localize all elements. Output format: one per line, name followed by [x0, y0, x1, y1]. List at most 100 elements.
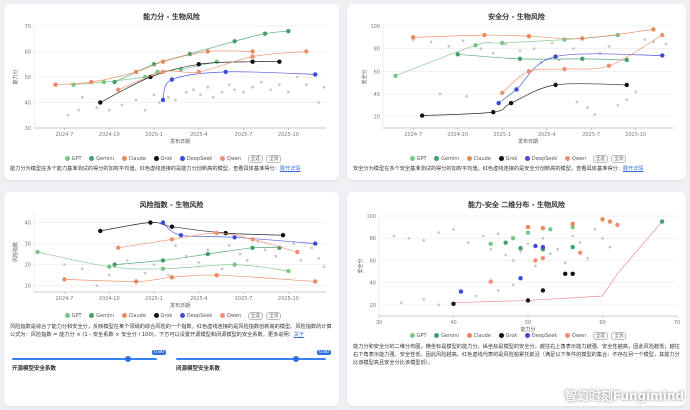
other-model-point: [511, 283, 515, 287]
legend-item-gpt[interactable]: GPT: [409, 333, 427, 339]
other-model-point: [504, 42, 508, 46]
select-all-button[interactable]: 全选: [247, 155, 263, 163]
open-source-safety-value: 0.80: [152, 350, 167, 355]
point-qwen: [606, 63, 612, 68]
other-model-point: [184, 90, 188, 94]
x-axis-label: 能力分: [520, 326, 535, 333]
other-model-point: [438, 92, 442, 96]
select-all-button[interactable]: 全选: [592, 155, 608, 163]
other-model-point: [593, 113, 597, 116]
y-tick-label: 100: [370, 24, 380, 30]
y-axis-label: 风险指数: [12, 242, 19, 262]
y-tick-label: 30: [25, 242, 31, 248]
x-tick-label: 70: [674, 320, 680, 326]
other-model-point: [526, 242, 530, 246]
legend-item-qwen[interactable]: Qwen: [564, 156, 586, 162]
legend-item-claude[interactable]: Claude: [121, 313, 146, 319]
point-grok: [169, 224, 175, 229]
other-model-point: [197, 261, 201, 264]
legend-item-grok[interactable]: Grok: [498, 156, 517, 162]
legend-item-qwen[interactable]: Qwen: [219, 156, 241, 162]
other-model-point: [586, 106, 590, 109]
point-grok: [98, 100, 103, 105]
point-gpt: [488, 241, 493, 246]
legend-item-gemini[interactable]: Gemini: [434, 156, 459, 162]
other-model-point: [107, 273, 111, 277]
open-source-safety-slider-handle[interactable]: [125, 356, 131, 362]
point-claude: [525, 224, 531, 230]
expand-details-link[interactable]: 展开详情: [279, 166, 301, 172]
point-deepseek: [553, 54, 558, 59]
chart-description: 能力分为模型在多个能力基准测试的得分的加权平均值。红色虚线连接的是能力分创新高的…: [10, 166, 301, 172]
chart-card-risk-index: 风险指数 - 生物风险 10 20 30 40 2024-7 2024-10 2025-1 2…: [4, 192, 339, 406]
legend-item-gemini[interactable]: Gemini: [434, 333, 459, 339]
legend-item-grok[interactable]: Grok: [153, 156, 172, 162]
series-line-grok: [422, 83, 627, 116]
about-link[interactable]: 关于: [293, 332, 305, 338]
point-gemini: [503, 240, 508, 245]
x-tick-label: 2025-7: [582, 132, 600, 138]
legend-item-gpt[interactable]: GPT: [64, 156, 82, 162]
x-tick-label: 2024-7: [56, 132, 74, 138]
legend-item-deepseek[interactable]: DeepSeek: [524, 333, 557, 339]
point-claude: [53, 82, 58, 87]
capability-safety-chart: 20 40 60 80 100 30 40 50 60 70 能力分 安全分: [357, 214, 680, 333]
point-claude: [133, 69, 139, 75]
series-line-gemini: [114, 246, 280, 265]
safety-chart: 20 40 60 80 100 2024-7 2024-10 2025-1 2025-4 2025…: [361, 24, 673, 145]
other-model-point: [437, 303, 440, 307]
legend-item-gpt[interactable]: GPT: [409, 156, 427, 162]
legend-item-deepseek[interactable]: DeepSeek: [524, 156, 557, 162]
legend-item-claude[interactable]: Claude: [466, 156, 491, 162]
other-model-point: [310, 246, 314, 250]
x-tick-label: 2025-10: [278, 296, 299, 302]
other-model-point: [518, 49, 522, 53]
legend-item-gpt[interactable]: GPT: [64, 313, 82, 319]
point-qwen: [577, 250, 583, 255]
deselect-all-button[interactable]: 全消: [266, 312, 282, 320]
x-tick-label: 60: [599, 320, 605, 326]
legend-item-deepseek[interactable]: DeepSeek: [179, 156, 212, 162]
other-model-point: [467, 241, 470, 245]
deselect-all-button[interactable]: 全消: [611, 155, 627, 163]
legend-item-claude[interactable]: Claude: [466, 333, 491, 339]
other-model-point: [634, 90, 638, 94]
capability-chart: 30 40 50 60 70 2024-7 2024-10 2025-1 2025-4 2025-…: [12, 24, 326, 145]
other-model-point: [227, 83, 231, 87]
expand-details-link[interactable]: 展开详情: [622, 166, 644, 172]
x-tick-label: 50: [525, 320, 531, 326]
point-gpt: [473, 43, 478, 48]
legend-item-qwen[interactable]: Qwen: [219, 313, 241, 319]
legend-item-grok[interactable]: Grok: [498, 333, 517, 339]
other-model-point: [299, 259, 303, 262]
point-deepseek: [514, 87, 519, 92]
legend-item-claude[interactable]: Claude: [121, 156, 146, 162]
closed-source-safety-slider[interactable]: [176, 358, 326, 360]
point-gemini: [286, 28, 291, 34]
point-claude: [169, 275, 175, 280]
closed-source-safety-slider-handle[interactable]: [293, 356, 299, 362]
point-gemini: [160, 258, 166, 263]
other-model-point: [166, 96, 170, 99]
chart-title: 能力-安全 二维分布 - 生物风险: [467, 201, 566, 209]
point-gpt: [525, 230, 531, 235]
other-model-point: [504, 253, 508, 257]
y-tick-label: 40: [25, 221, 31, 227]
other-model-point: [550, 41, 554, 45]
legend-item-deepseek[interactable]: DeepSeek: [179, 313, 212, 319]
point-gpt: [107, 264, 112, 269]
x-tick-label: 2025-1: [145, 132, 163, 138]
deselect-all-button[interactable]: 全消: [266, 155, 282, 163]
select-all-button[interactable]: 全选: [247, 312, 263, 320]
deselect-all-button[interactable]: 全消: [611, 332, 627, 340]
open-source-safety-slider[interactable]: [12, 358, 157, 360]
legend-item-gemini[interactable]: Gemini: [89, 156, 114, 162]
select-all-button[interactable]: 全选: [592, 332, 608, 340]
x-axis-label: 发布日期: [518, 138, 538, 145]
legend-item-gemini[interactable]: Gemini: [89, 313, 114, 319]
legend-item-qwen[interactable]: Qwen: [564, 333, 586, 339]
other-model-point: [664, 42, 668, 46]
x-tick-label: 30: [376, 320, 382, 326]
other-model-point: [95, 284, 99, 288]
legend-item-grok[interactable]: Grok: [153, 313, 172, 319]
